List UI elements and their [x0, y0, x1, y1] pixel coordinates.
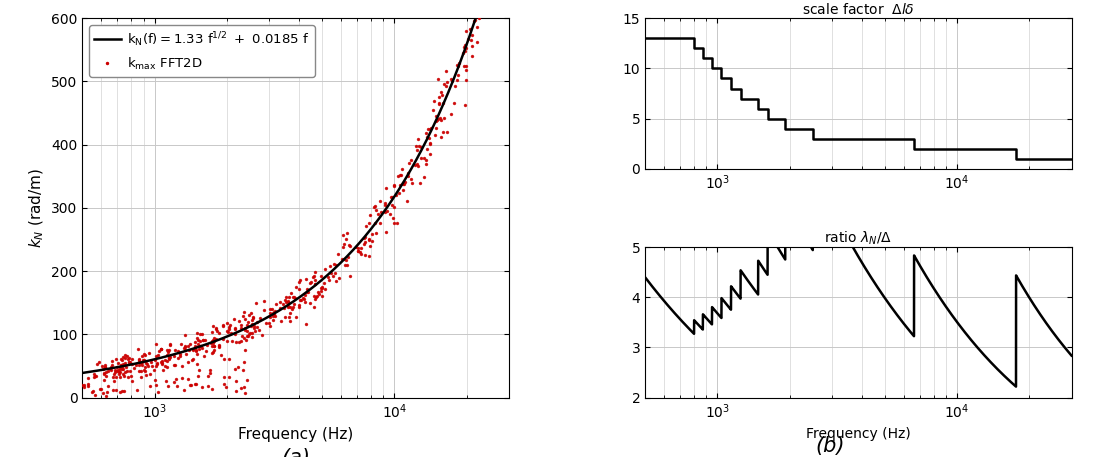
Title: ratio $\lambda_N/\Delta$: ratio $\lambda_N/\Delta$: [824, 230, 892, 247]
X-axis label: Frequency (Hz): Frequency (Hz): [806, 426, 911, 441]
Text: (a): (a): [281, 448, 310, 457]
Legend: $\mathregular{k_N(f)=1.33\ f^{1/2}\ +\ 0.0185\ f}$, $\mathregular{k_{max}\ FFT2D: $\mathregular{k_N(f)=1.33\ f^{1/2}\ +\ 0…: [89, 25, 315, 77]
Y-axis label: $k_N$ (rad/m): $k_N$ (rad/m): [27, 168, 46, 248]
Text: (b): (b): [815, 436, 844, 457]
Title: scale factor  $\Delta l\delta$: scale factor $\Delta l\delta$: [802, 2, 914, 17]
X-axis label: Frequency (Hz): Frequency (Hz): [238, 426, 353, 441]
